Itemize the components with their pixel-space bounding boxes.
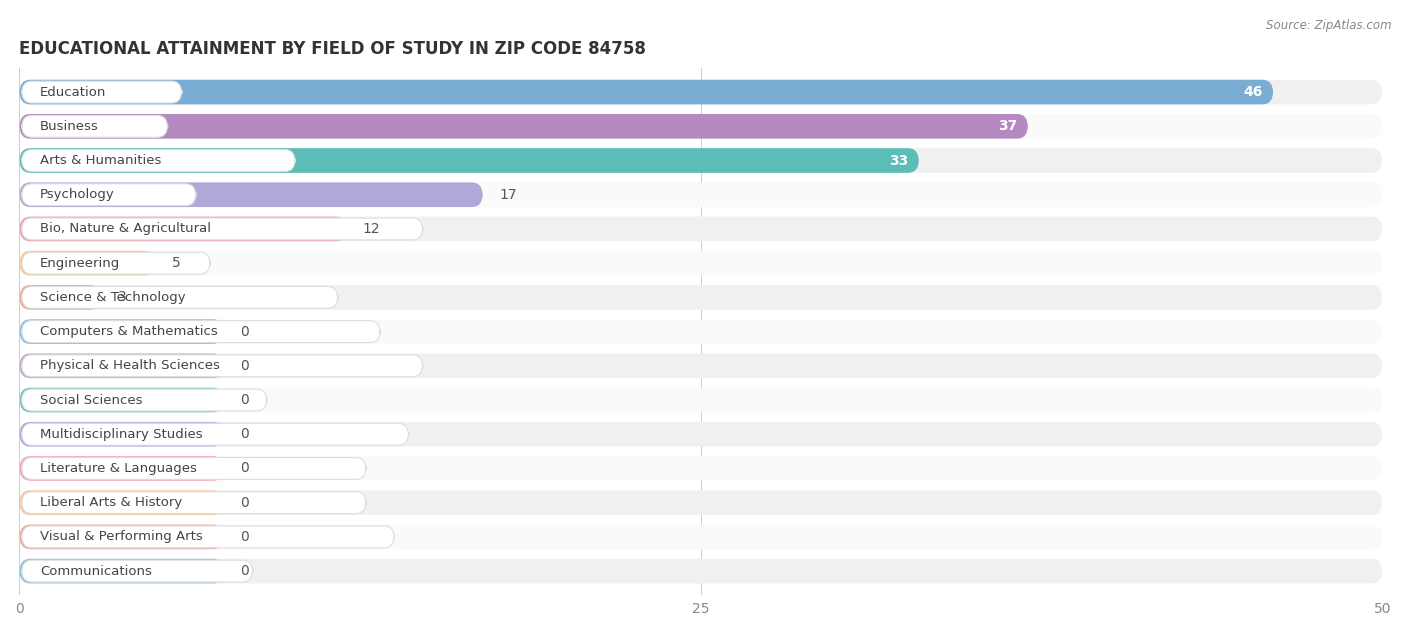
Text: Social Sciences: Social Sciences (39, 394, 142, 406)
FancyBboxPatch shape (21, 150, 295, 172)
FancyBboxPatch shape (20, 524, 224, 549)
FancyBboxPatch shape (20, 80, 1274, 104)
Text: Literature & Languages: Literature & Languages (39, 462, 197, 475)
Text: 46: 46 (1243, 85, 1263, 99)
Text: Physical & Health Sciences: Physical & Health Sciences (39, 359, 219, 372)
FancyBboxPatch shape (20, 387, 224, 412)
Text: Engineering: Engineering (39, 257, 120, 269)
FancyBboxPatch shape (20, 559, 224, 584)
Text: Business: Business (39, 120, 98, 133)
FancyBboxPatch shape (20, 182, 1382, 207)
FancyBboxPatch shape (20, 285, 101, 310)
FancyBboxPatch shape (20, 353, 224, 378)
Text: Psychology: Psychology (39, 188, 114, 201)
FancyBboxPatch shape (20, 490, 224, 515)
Text: Multidisciplinary Studies: Multidisciplinary Studies (39, 428, 202, 440)
FancyBboxPatch shape (20, 251, 156, 276)
FancyBboxPatch shape (21, 286, 337, 309)
Text: 0: 0 (240, 324, 249, 339)
Text: 0: 0 (240, 393, 249, 407)
FancyBboxPatch shape (21, 457, 366, 480)
FancyBboxPatch shape (21, 218, 423, 240)
FancyBboxPatch shape (21, 81, 181, 103)
FancyBboxPatch shape (20, 353, 1382, 378)
Text: 12: 12 (363, 222, 381, 236)
Text: Visual & Performing Arts: Visual & Performing Arts (39, 531, 202, 543)
FancyBboxPatch shape (20, 216, 1382, 241)
FancyBboxPatch shape (20, 319, 1382, 344)
Text: 3: 3 (118, 290, 127, 304)
FancyBboxPatch shape (20, 456, 224, 481)
FancyBboxPatch shape (20, 490, 1382, 515)
FancyBboxPatch shape (20, 319, 224, 344)
FancyBboxPatch shape (21, 492, 366, 514)
FancyBboxPatch shape (20, 285, 1382, 310)
Text: 37: 37 (998, 119, 1017, 133)
Text: Communications: Communications (39, 565, 152, 577)
FancyBboxPatch shape (20, 251, 1382, 276)
FancyBboxPatch shape (20, 182, 482, 207)
Text: 0: 0 (240, 564, 249, 578)
Text: 33: 33 (889, 153, 908, 167)
Text: 0: 0 (240, 496, 249, 510)
FancyBboxPatch shape (20, 148, 920, 173)
FancyBboxPatch shape (20, 114, 1382, 139)
FancyBboxPatch shape (21, 184, 195, 206)
FancyBboxPatch shape (21, 560, 253, 582)
Text: 0: 0 (240, 461, 249, 475)
Text: 0: 0 (240, 427, 249, 441)
Text: 17: 17 (499, 188, 517, 202)
FancyBboxPatch shape (21, 423, 409, 445)
FancyBboxPatch shape (21, 115, 167, 138)
FancyBboxPatch shape (20, 387, 1382, 412)
FancyBboxPatch shape (20, 524, 1382, 549)
FancyBboxPatch shape (20, 148, 1382, 173)
FancyBboxPatch shape (20, 80, 1382, 104)
FancyBboxPatch shape (21, 321, 380, 343)
Text: EDUCATIONAL ATTAINMENT BY FIELD OF STUDY IN ZIP CODE 84758: EDUCATIONAL ATTAINMENT BY FIELD OF STUDY… (20, 40, 647, 58)
Text: Source: ZipAtlas.com: Source: ZipAtlas.com (1267, 19, 1392, 32)
FancyBboxPatch shape (21, 389, 267, 411)
FancyBboxPatch shape (20, 114, 1028, 139)
FancyBboxPatch shape (21, 252, 209, 274)
FancyBboxPatch shape (20, 456, 1382, 481)
FancyBboxPatch shape (21, 526, 395, 548)
FancyBboxPatch shape (21, 355, 423, 377)
FancyBboxPatch shape (20, 422, 1382, 447)
Text: Computers & Mathematics: Computers & Mathematics (39, 325, 218, 338)
Text: Bio, Nature & Agricultural: Bio, Nature & Agricultural (39, 223, 211, 235)
Text: Education: Education (39, 86, 107, 98)
Text: 5: 5 (172, 256, 181, 270)
Text: 0: 0 (240, 359, 249, 373)
Text: Arts & Humanities: Arts & Humanities (39, 154, 162, 167)
Text: 0: 0 (240, 530, 249, 544)
FancyBboxPatch shape (20, 216, 346, 241)
Text: Science & Technology: Science & Technology (39, 291, 186, 304)
Text: Liberal Arts & History: Liberal Arts & History (39, 496, 181, 509)
FancyBboxPatch shape (20, 559, 1382, 584)
FancyBboxPatch shape (20, 422, 224, 447)
